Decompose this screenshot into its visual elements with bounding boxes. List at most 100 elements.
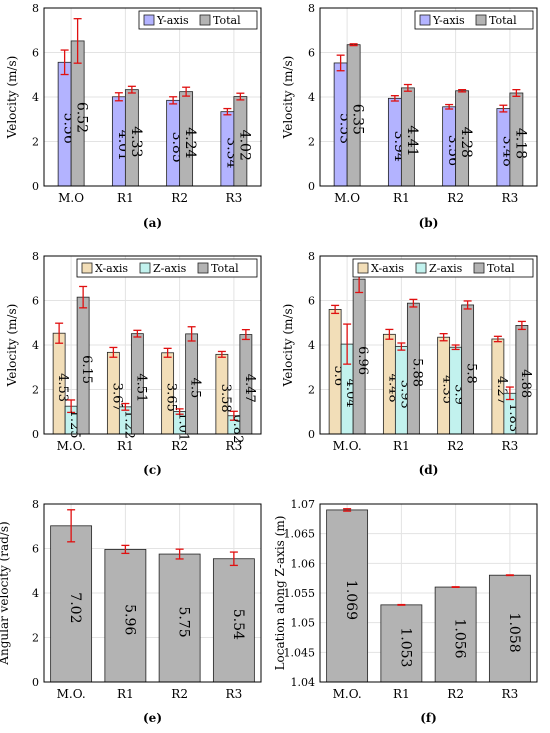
bar <box>488 574 531 683</box>
data-label: 4.18 <box>512 128 528 159</box>
y-axis-label: Velocity (m/s) <box>281 304 295 388</box>
x-tick-label: R2 <box>447 687 464 701</box>
legend-swatch <box>475 14 487 26</box>
data-label: 1.069 <box>343 580 359 620</box>
data-label: 6.52 <box>74 102 90 133</box>
panel-caption: (f) <box>420 711 437 725</box>
legend-label: X-axis <box>371 262 404 275</box>
x-tick-label: R3 <box>502 191 519 205</box>
panel-caption: (b) <box>419 216 439 230</box>
legend-label: Total <box>489 14 517 27</box>
panel-caption: (a) <box>143 216 162 230</box>
data-label: 4.41 <box>404 125 420 156</box>
y-tick-label: 8 <box>32 498 39 511</box>
x-tick-label: M.O. <box>57 687 86 701</box>
legend-swatch <box>139 262 151 274</box>
x-tick-label: R2 <box>171 687 188 701</box>
data-label: 6.35 <box>350 104 366 135</box>
x-tick-label: R1 <box>393 439 410 453</box>
data-label: 4.51 <box>133 373 148 402</box>
y-tick-label: 6 <box>308 47 315 60</box>
x-tick-label: R3 <box>226 687 243 701</box>
data-label: 6.96 <box>355 346 370 375</box>
bar <box>50 525 93 683</box>
data-label: 4.24 <box>182 127 198 158</box>
y-tick-label: 2 <box>308 384 315 397</box>
y-tick-label: 8 <box>308 250 315 263</box>
axes-frame <box>319 503 538 683</box>
data-label: 4.53 <box>55 373 70 402</box>
data-label: 7.02 <box>67 592 83 623</box>
y-tick-label: 6 <box>32 295 39 308</box>
axes-frame <box>43 7 262 187</box>
y-tick-label: 2 <box>32 136 39 149</box>
data-label: 4.28 <box>458 127 474 158</box>
y-axis-label: Velocity (m/s) <box>5 56 19 140</box>
legend-label: Y-axis <box>432 14 465 27</box>
y-tick-label: 8 <box>32 2 39 15</box>
y-tick-label: 1.05 <box>291 617 316 630</box>
legend-box <box>352 258 534 278</box>
data-label: 5.96 <box>121 604 137 635</box>
x-tick-label: M.O <box>334 191 360 205</box>
x-tick-label: R1 <box>117 687 134 701</box>
bar <box>434 586 477 683</box>
y-tick-label: 1.045 <box>284 646 316 659</box>
data-label: 4.47 <box>242 374 257 403</box>
data-label: 5.75 <box>176 606 192 637</box>
panel-caption: (e) <box>143 711 162 725</box>
x-tick-label: R3 <box>226 191 243 205</box>
x-tick-label: R2 <box>447 191 464 205</box>
x-tick-label: M.O. <box>333 439 362 453</box>
panel-caption: (d) <box>419 463 439 477</box>
legend-label: Total <box>213 14 241 27</box>
axes-frame <box>319 7 538 187</box>
y-tick-label: 6 <box>32 47 39 60</box>
y-tick-label: 1.065 <box>284 528 316 541</box>
x-tick-label: R2 <box>447 439 464 453</box>
legend-swatch <box>415 262 427 274</box>
x-tick-label: R1 <box>393 687 410 701</box>
y-tick-label: 0 <box>32 676 39 689</box>
x-tick-label: R2 <box>171 191 188 205</box>
legend-label: Z-axis <box>429 262 463 275</box>
x-tick-label: M.O. <box>333 687 362 701</box>
y-tick-label: 4 <box>308 91 315 104</box>
data-label: 5.54 <box>230 609 246 640</box>
y-axis-label: Velocity (m/s) <box>281 56 295 140</box>
bar <box>380 604 423 683</box>
data-label: 5.88 <box>409 358 424 387</box>
y-tick-label: 4 <box>32 587 39 600</box>
data-label: 3.58 <box>218 384 233 413</box>
y-tick-label: 8 <box>32 250 39 263</box>
y-tick-label: 1.07 <box>291 498 316 511</box>
legend: Y-axis Total <box>138 10 258 30</box>
legend-swatch <box>81 262 93 274</box>
legend-swatch <box>357 262 369 274</box>
y-tick-label: 0 <box>32 428 39 441</box>
y-tick-label: 0 <box>32 180 39 193</box>
legend-label: Y-axis <box>156 14 189 27</box>
data-label: 5.8 <box>464 363 479 384</box>
panel-caption: (c) <box>143 463 162 477</box>
y-axis-label: Angular velocity (rad/s) <box>0 521 11 665</box>
y-tick-label: 6 <box>32 543 39 556</box>
y-tick-label: 6 <box>308 295 315 308</box>
data-label: 3.67 <box>109 383 124 412</box>
bar <box>326 509 369 683</box>
axes-frame <box>43 503 262 683</box>
data-label: 4.33 <box>128 126 144 157</box>
y-tick-label: 2 <box>32 384 39 397</box>
legend-swatch <box>143 14 155 26</box>
legend-swatch <box>473 262 485 274</box>
x-tick-label: R2 <box>171 439 188 453</box>
data-label: 1.058 <box>506 613 522 653</box>
y-tick-label: 1.04 <box>291 676 316 689</box>
legend-box <box>76 258 258 278</box>
x-tick-label: R1 <box>117 439 134 453</box>
legend: Y-axis Total <box>414 10 534 30</box>
axes-frame <box>43 255 262 435</box>
y-axis-label: Velocity (m/s) <box>5 304 19 388</box>
